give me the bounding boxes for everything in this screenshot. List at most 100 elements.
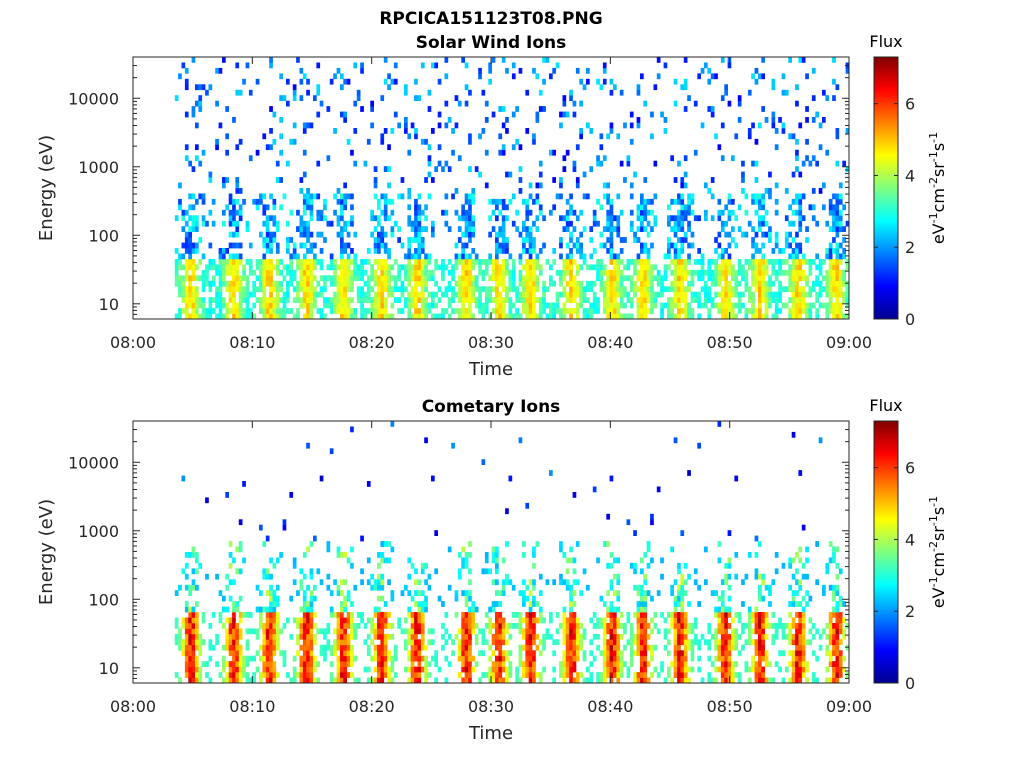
spectrogram-cell bbox=[737, 650, 742, 657]
spectrogram-cell bbox=[215, 144, 219, 151]
spectrogram-cell bbox=[781, 562, 786, 569]
spectrogram-cell bbox=[302, 633, 307, 640]
spectrogram-cell bbox=[343, 313, 347, 320]
spectrogram-cell bbox=[373, 644, 378, 651]
spectrogram-cell bbox=[498, 623, 503, 629]
spectrogram-cell bbox=[309, 644, 314, 651]
spectrogram-cell bbox=[714, 264, 718, 271]
spectrogram-cell bbox=[306, 644, 310, 651]
spectrogram-cell bbox=[474, 661, 479, 667]
spectrogram-cell bbox=[478, 269, 482, 276]
spectrogram-cell bbox=[525, 204, 530, 211]
spectrogram-cell bbox=[191, 275, 196, 282]
spectrogram-cell bbox=[461, 291, 465, 298]
spectrogram-cell bbox=[714, 628, 718, 635]
spectrogram-cell bbox=[798, 220, 803, 227]
spectrogram-cell bbox=[393, 111, 398, 118]
spectrogram-cell bbox=[680, 633, 685, 640]
spectrogram-cell bbox=[525, 291, 530, 298]
spectrogram-cell bbox=[670, 308, 674, 314]
spectrogram-cell bbox=[380, 226, 385, 232]
spectrogram-cell bbox=[707, 644, 712, 651]
spectrogram-cell bbox=[778, 666, 782, 673]
spectrogram-cell bbox=[262, 280, 267, 287]
spectrogram-cell bbox=[643, 226, 648, 232]
spectrogram-cell bbox=[613, 644, 617, 651]
spectrogram-cell bbox=[811, 215, 816, 222]
spectrogram-cell bbox=[468, 628, 472, 635]
spectrogram-cell bbox=[505, 171, 509, 178]
spectrogram-cell bbox=[825, 253, 830, 260]
spectrogram-cell bbox=[575, 644, 580, 651]
spectrogram-cell bbox=[808, 259, 813, 265]
spectrogram-cell bbox=[174, 280, 179, 287]
spectrogram-cell bbox=[269, 623, 273, 629]
spectrogram-cell bbox=[764, 117, 769, 123]
spectrogram-cell bbox=[619, 313, 624, 320]
spectrogram-cell bbox=[609, 198, 614, 205]
spectrogram-cell bbox=[623, 302, 627, 309]
spectrogram-cell bbox=[751, 308, 755, 314]
chart-title: Cometary Ions bbox=[422, 397, 561, 417]
spectrogram-cell bbox=[491, 286, 496, 293]
spectrogram-cell bbox=[845, 280, 850, 287]
spectrogram-cell bbox=[299, 628, 304, 635]
spectrogram-cell bbox=[629, 297, 634, 303]
spectrogram-cell bbox=[650, 513, 654, 520]
spectrogram-cell bbox=[275, 557, 280, 564]
spectrogram-cell bbox=[795, 209, 799, 216]
spectrogram-cell bbox=[299, 568, 304, 575]
spectrogram-cell bbox=[272, 672, 277, 678]
spectrogram-cell bbox=[710, 73, 715, 80]
spectrogram-cell bbox=[498, 308, 503, 314]
spectrogram-cell bbox=[265, 590, 270, 596]
spectrogram-cell bbox=[673, 655, 678, 662]
spectrogram-cell bbox=[228, 280, 233, 287]
spectrogram-cell bbox=[306, 617, 310, 624]
spectrogram-cell bbox=[565, 253, 570, 260]
spectrogram-cell bbox=[380, 280, 385, 287]
spectrogram-cell bbox=[383, 557, 388, 564]
spectrogram-cell bbox=[532, 584, 536, 591]
spectrogram-cell bbox=[562, 655, 567, 662]
spectrogram-cell bbox=[522, 579, 526, 586]
spectrogram-cell bbox=[495, 628, 499, 635]
spectrogram-cell bbox=[518, 590, 523, 596]
spectrogram-cell bbox=[613, 84, 617, 91]
spectrogram-cell bbox=[795, 198, 799, 205]
spectrogram-cell bbox=[407, 633, 412, 640]
spectrogram-cell bbox=[259, 264, 263, 271]
spectrogram-cell bbox=[201, 302, 206, 309]
spectrogram-cell bbox=[795, 612, 799, 618]
spectrogram-cell bbox=[673, 595, 678, 602]
spectrogram-cell bbox=[751, 280, 755, 287]
spectrogram-cell bbox=[602, 302, 607, 309]
spectrogram-cell bbox=[616, 286, 621, 293]
spectrogram-cell bbox=[592, 655, 597, 662]
spectrogram-cell bbox=[629, 650, 634, 657]
spectrogram-cell bbox=[188, 617, 192, 624]
spectrogram-cell bbox=[822, 259, 826, 265]
spectrogram-cell bbox=[269, 650, 273, 657]
spectrogram-cell bbox=[532, 655, 536, 662]
spectrogram-cell bbox=[643, 677, 648, 684]
spectrogram-cell bbox=[356, 89, 361, 96]
spectrogram-cell bbox=[572, 666, 577, 673]
spectrogram-cell bbox=[424, 661, 428, 667]
spectrogram-cell bbox=[336, 308, 341, 314]
spectrogram-cell bbox=[481, 639, 486, 646]
spectrogram-cell bbox=[805, 546, 809, 553]
spectrogram-cell bbox=[778, 117, 782, 123]
spectrogram-cell bbox=[838, 182, 843, 189]
spectrogram-cell bbox=[370, 209, 374, 216]
spectrogram-cell bbox=[380, 573, 385, 580]
spectrogram-cell bbox=[181, 286, 186, 293]
spectrogram-cell bbox=[377, 677, 381, 684]
spectrogram-cell bbox=[373, 237, 378, 243]
spectrogram-cell bbox=[646, 546, 651, 553]
spectrogram-cell bbox=[683, 302, 688, 309]
spectrogram-cell bbox=[643, 661, 648, 667]
spectrogram-cell bbox=[299, 95, 304, 101]
spectrogram-cell bbox=[606, 297, 610, 303]
spectrogram-cell bbox=[360, 612, 364, 618]
